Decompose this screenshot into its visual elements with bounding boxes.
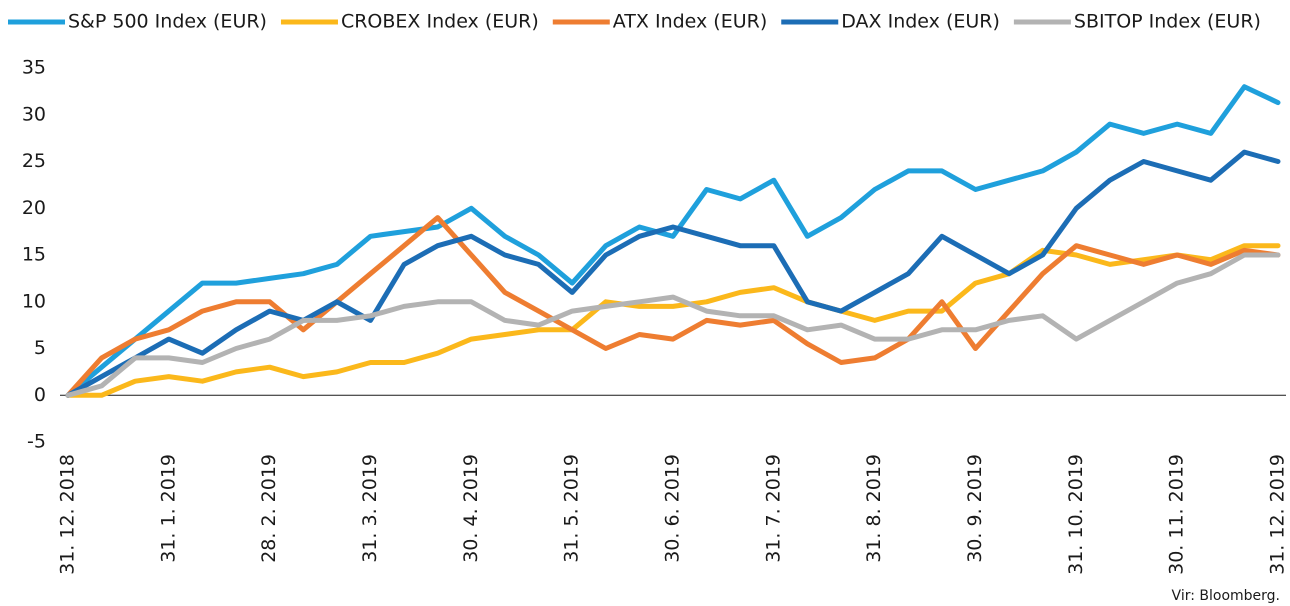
x-tick-label: 30. 4. 2019 xyxy=(460,454,482,563)
legend-label: ATX Index (EUR) xyxy=(613,11,767,33)
x-tick-label: 31. 12. 2019 xyxy=(1267,454,1289,575)
y-tick-label: 25 xyxy=(22,150,46,172)
x-tick-label: 31. 10. 2019 xyxy=(1065,454,1087,575)
series-line xyxy=(65,215,1281,398)
y-tick-label: 35 xyxy=(22,57,46,79)
series-line xyxy=(65,243,1281,398)
legend-label: SBITOP Index (EUR) xyxy=(1074,11,1261,33)
x-tick-label: 30. 9. 2019 xyxy=(964,454,986,563)
x-tick-label: 31. 7. 2019 xyxy=(762,454,784,563)
y-tick-label: 0 xyxy=(34,384,46,406)
x-tick-label: 28. 2. 2019 xyxy=(258,454,280,563)
y-tick-label: -5 xyxy=(27,431,46,453)
x-tick-label: 31. 1. 2019 xyxy=(157,454,179,563)
x-tick-label: 31. 3. 2019 xyxy=(359,454,381,563)
y-tick-label: 10 xyxy=(22,290,46,312)
legend-label: S&P 500 Index (EUR) xyxy=(68,11,267,33)
x-tick-label: 31. 5. 2019 xyxy=(561,454,583,563)
source-note: Vir: Bloomberg. xyxy=(1172,588,1280,604)
y-tick-label: 30 xyxy=(22,103,46,125)
x-tick-label: 31. 8. 2019 xyxy=(863,454,885,563)
series-line xyxy=(65,149,1281,398)
x-tick-label: 31. 12. 2018 xyxy=(57,454,79,575)
x-tick-label: 30. 11. 2019 xyxy=(1166,454,1188,575)
legend-label: CROBEX Index (EUR) xyxy=(341,11,539,33)
series-line xyxy=(65,84,1281,398)
x-tick-label: 30. 6. 2019 xyxy=(662,454,684,563)
series-line xyxy=(65,252,1281,398)
y-tick-label: 20 xyxy=(22,197,46,219)
y-tick-label: 15 xyxy=(22,244,46,266)
legend-label: DAX Index (EUR) xyxy=(841,11,1000,33)
y-tick-label: 5 xyxy=(34,337,46,359)
